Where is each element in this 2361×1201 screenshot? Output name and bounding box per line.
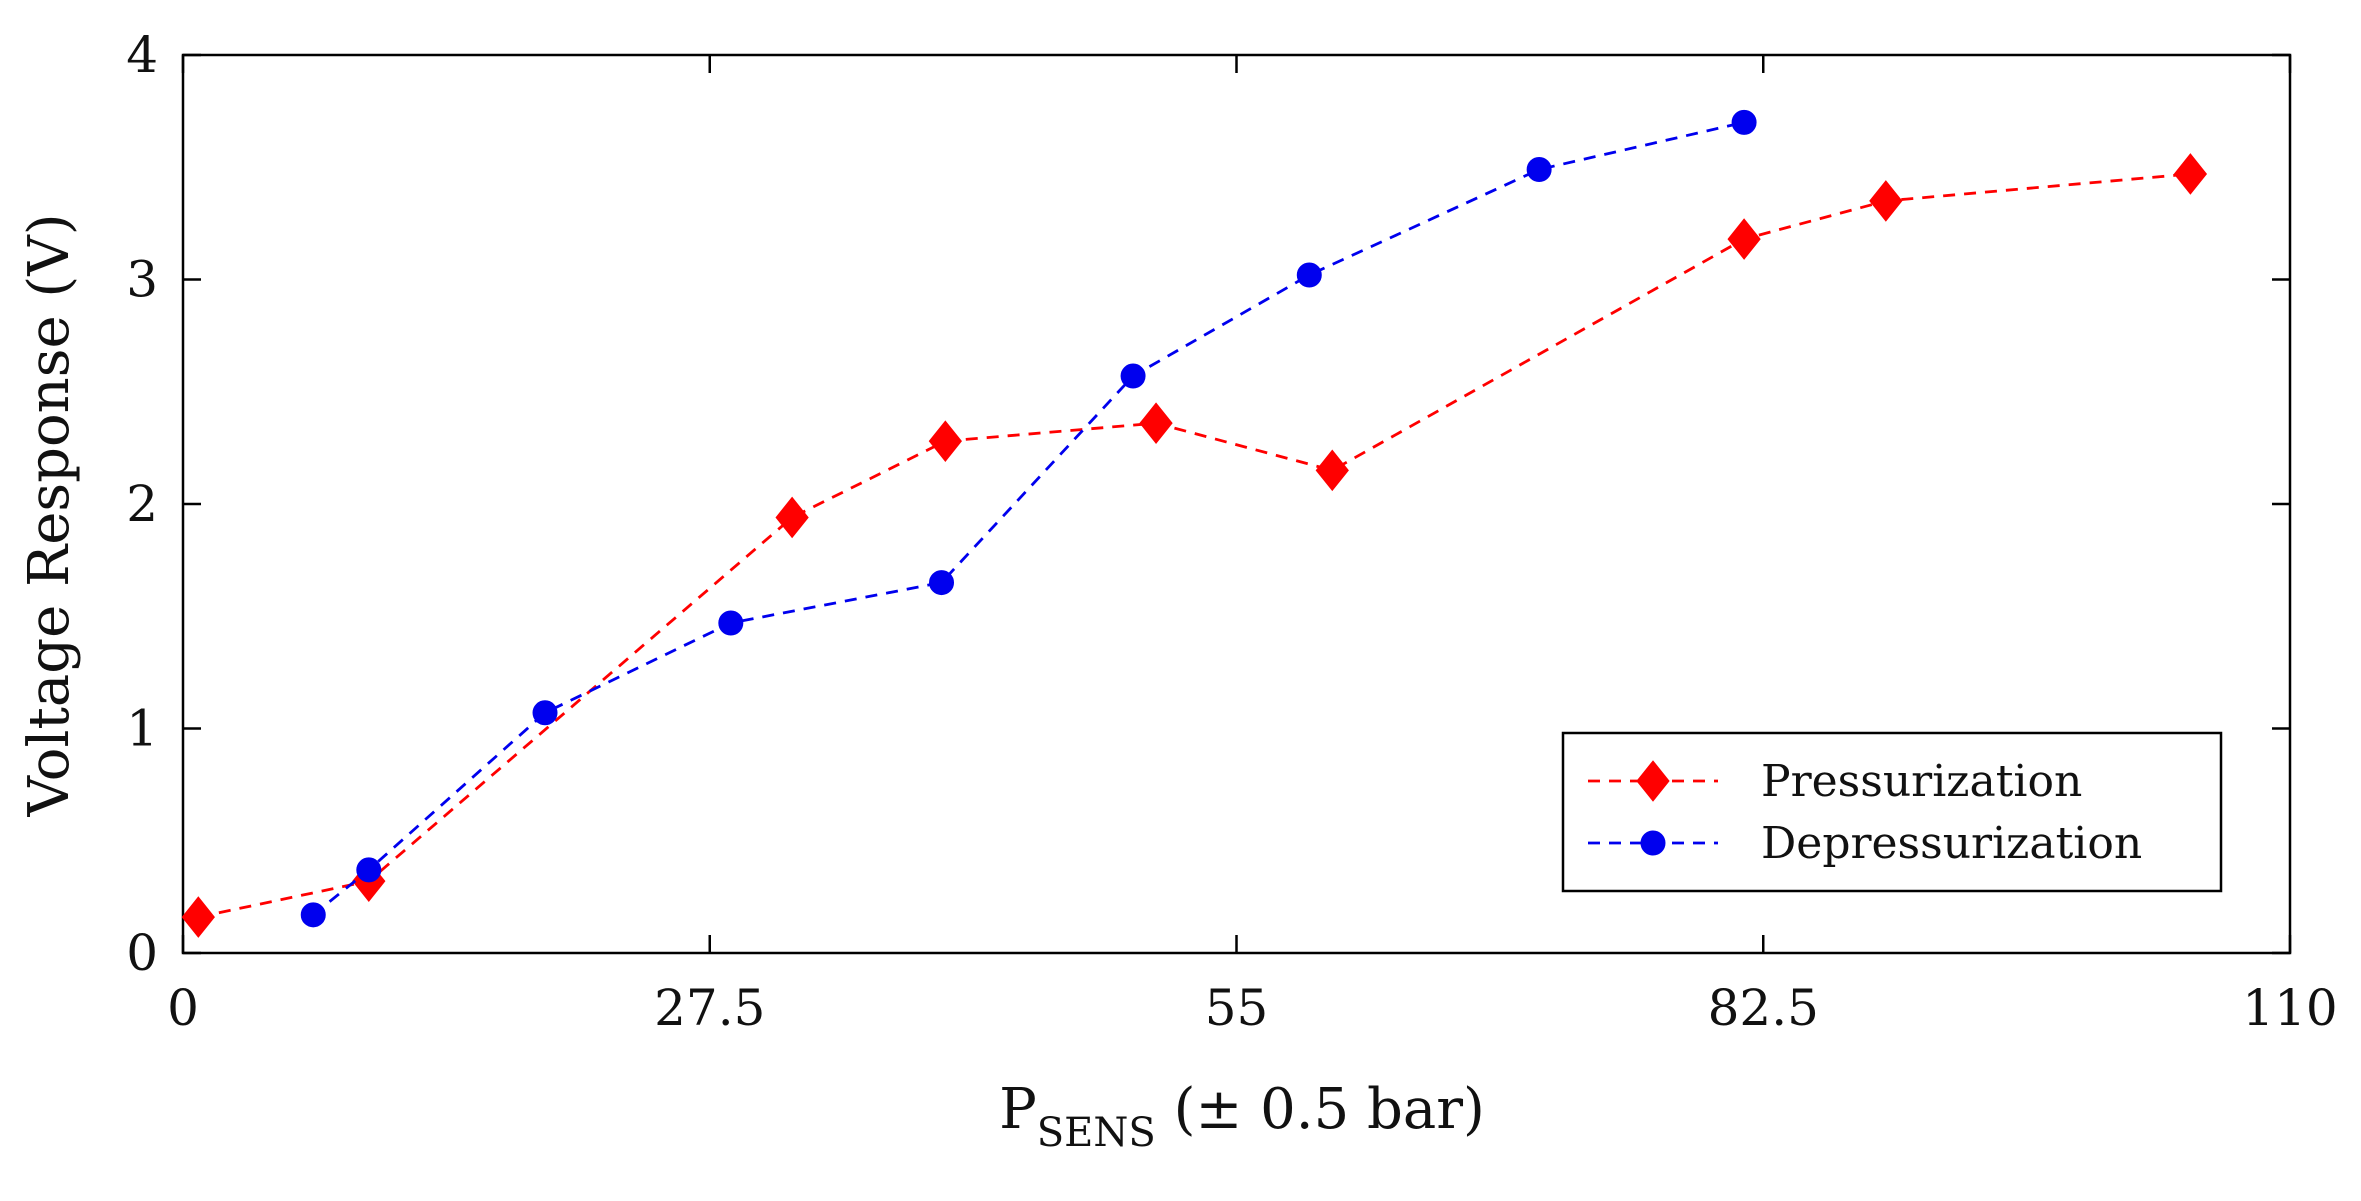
x-tick-label: 27.5 (654, 979, 765, 1037)
data-point-pressurization (1727, 218, 1761, 260)
legend-marker-depressurization (1640, 830, 1666, 856)
y-tick-label: 4 (126, 26, 158, 84)
data-point-depressurization (1296, 262, 1322, 288)
data-point-pressurization (1869, 180, 1903, 222)
series-line-depressurization (312, 120, 1745, 916)
data-point-depressurization (1526, 156, 1552, 182)
data-point-pressurization (775, 496, 809, 539)
data-point-pressurization (1139, 402, 1173, 444)
x-axis-title: PSENS (± 0.5 bar) (999, 1077, 1485, 1156)
data-point-depressurization (356, 857, 382, 883)
x-axis-title-subscript: SENS (1037, 1110, 1156, 1156)
y-axis-title: Voltage Response (V) (17, 213, 82, 817)
x-axis-title-suffix: (± 0.5 bar) (1156, 1077, 1485, 1142)
data-point-depressurization (532, 700, 558, 726)
legend-label-pressurization: Pressurization (1761, 756, 2082, 807)
series-pressurization (181, 153, 2208, 938)
y-tick-label: 2 (126, 475, 158, 533)
legend: Pressurization Depressurization (1561, 731, 2223, 893)
y-tick-label: 0 (126, 924, 158, 982)
data-point-depressurization (1120, 363, 1146, 389)
data-point-pressurization (2173, 153, 2208, 195)
data-point-depressurization (718, 610, 744, 636)
x-tick-label: 110 (2242, 979, 2337, 1037)
legend-label-depressurization: Depressurization (1761, 818, 2142, 869)
y-tick-label: 1 (126, 700, 158, 758)
data-point-depressurization (929, 570, 955, 596)
data-point-depressurization (300, 902, 326, 928)
axes-layer: 0 27.5 55 82.5 110 0 1 2 3 4 (126, 26, 2338, 1037)
x-tick-label: 82.5 (1708, 979, 1819, 1037)
data-point-pressurization (1315, 449, 1349, 492)
x-tick-label: 0 (167, 979, 199, 1037)
series-depressurization (300, 109, 1757, 928)
x-axis-title-main: P (999, 1077, 1037, 1142)
legend-box (1561, 731, 2223, 893)
data-point-pressurization (181, 896, 215, 938)
data-point-pressurization (928, 420, 962, 462)
series-layer (181, 109, 2208, 938)
legend-marker-pressurization (1636, 760, 1670, 802)
x-tick-label: 55 (1205, 979, 1269, 1037)
y-tick-label: 3 (126, 251, 158, 309)
data-point-depressurization (1731, 109, 1757, 135)
